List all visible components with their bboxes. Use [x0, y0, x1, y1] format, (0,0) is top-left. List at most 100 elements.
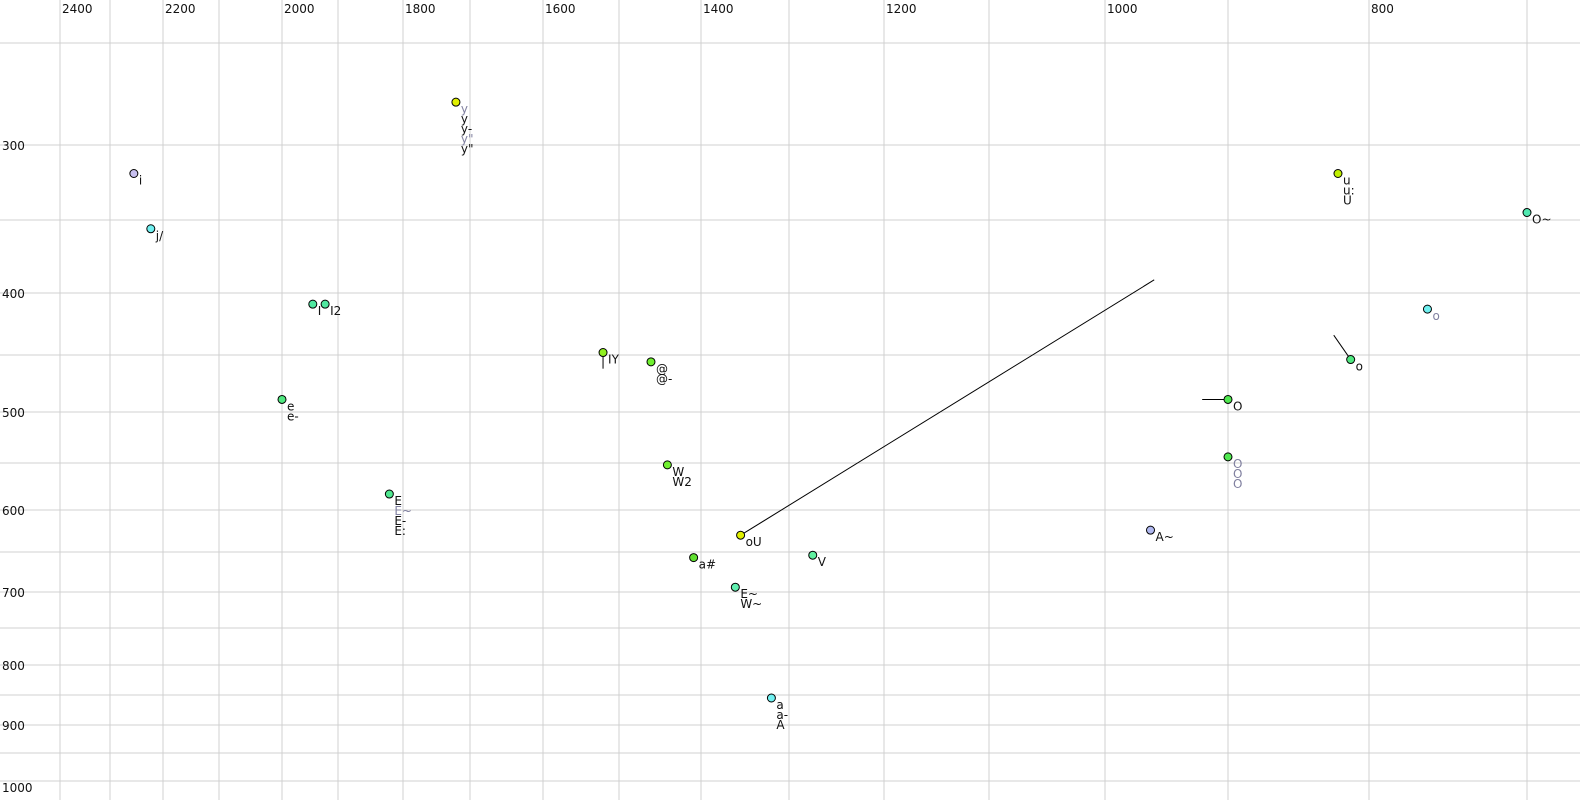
- vowel-point-group: V: [808, 550, 827, 569]
- vowel-label: O: [1233, 457, 1242, 471]
- vowel-point-group: o: [1333, 334, 1363, 374]
- vowel-label: E:: [394, 524, 406, 538]
- y-tick-label: 300: [2, 139, 25, 153]
- vowel-point-group: ee-: [277, 394, 299, 423]
- vowel-label: o: [1432, 309, 1439, 323]
- x-tick-label: 2200: [165, 2, 196, 16]
- vowel-label: I: [318, 304, 322, 318]
- vowel-point-group: a#: [689, 553, 716, 572]
- vowel-label: W2: [672, 475, 692, 489]
- vowel-marker: [451, 97, 461, 107]
- y-tick-label: 800: [2, 659, 25, 673]
- vowel-point-group: OOO: [1223, 452, 1242, 491]
- vowel-point-group: O~: [1522, 208, 1552, 227]
- vowel-marker: [1422, 304, 1432, 314]
- vowel-label: O: [1233, 399, 1242, 413]
- vowel-label: a#: [699, 558, 716, 572]
- vowel-label: IY: [608, 353, 620, 367]
- vowel-label: i: [139, 174, 142, 188]
- vowel-point-group: aa-A: [766, 693, 788, 732]
- vowel-label: u: [1343, 174, 1351, 188]
- vowel-label: W: [672, 465, 684, 479]
- vowel-marker: [308, 299, 318, 309]
- vowel-marker: [598, 348, 608, 358]
- y-tick-label: 600: [2, 504, 25, 518]
- vowel-label: U: [1343, 194, 1352, 208]
- vowel-label: E~: [740, 587, 758, 601]
- x-tick-label: 2400: [62, 2, 93, 16]
- vowel-marker: [320, 299, 330, 309]
- vowel-label: V: [818, 555, 827, 569]
- vowel-point-group: @@-: [646, 357, 672, 386]
- vowel-label: W~: [740, 597, 762, 611]
- y-tick-label: 1000: [2, 781, 33, 795]
- vowel-marker: [146, 224, 156, 234]
- vowel-marker: [730, 582, 740, 592]
- vowel-point-group: E~W~: [730, 582, 762, 611]
- vowel-label: y: [461, 112, 468, 126]
- vowel-label: A: [776, 718, 785, 732]
- vowel-point-group: oU: [736, 279, 1155, 549]
- vowel-point-group: A~: [1146, 525, 1174, 544]
- vowel-label: O: [1233, 477, 1242, 491]
- formant-trajectory: [1333, 334, 1352, 360]
- y-tick-label: 400: [2, 287, 25, 301]
- vowel-marker: [1333, 169, 1343, 178]
- vowel-label: E-: [394, 514, 406, 528]
- vowel-label: y: [461, 102, 468, 116]
- vowel-marker: [277, 394, 287, 404]
- x-tick-label: 1800: [405, 2, 436, 16]
- vowel-marker: [736, 530, 746, 540]
- vowel-marker: [646, 357, 656, 367]
- x-tick-label: 1200: [886, 2, 917, 16]
- vowel-point-group: I: [308, 299, 322, 318]
- vowel-marker: [1522, 208, 1532, 217]
- vowel-point-group: I2: [320, 299, 341, 318]
- vowel-label: E~: [394, 504, 412, 518]
- vowel-label: e-: [287, 409, 299, 423]
- x-tick-label: 2000: [284, 2, 315, 16]
- vowel-label: oU: [746, 535, 762, 549]
- vowel-label: O~: [1532, 213, 1552, 227]
- vowel-point-group: IY: [598, 348, 620, 369]
- x-tick-label: 1400: [703, 2, 734, 16]
- vowel-marker: [1223, 452, 1233, 462]
- vowel-label: E: [394, 494, 402, 508]
- vowel-label: y": [461, 132, 474, 146]
- vowel-marker: [384, 489, 394, 499]
- vowel-point-group: EE~E-E:: [384, 489, 412, 538]
- x-tick-label: 800: [1371, 2, 1394, 16]
- vowel-marker: [689, 553, 699, 563]
- vowel-point-group: o: [1422, 304, 1440, 323]
- y-tick-label: 500: [2, 406, 25, 420]
- x-tick-label: 1000: [1107, 2, 1138, 16]
- vowel-label: u:: [1343, 184, 1355, 198]
- vowel-label: y": [461, 142, 474, 156]
- vowel-label: o: [1356, 360, 1363, 374]
- vowel-marker: [766, 693, 776, 703]
- vowel-marker: [662, 460, 672, 470]
- vowel-point-group: j/: [146, 224, 164, 243]
- y-tick-label: 900: [2, 719, 25, 733]
- vowel-point-group: i: [129, 169, 142, 188]
- vowel-label: y-: [461, 122, 472, 136]
- x-tick-label: 1600: [545, 2, 576, 16]
- vowel-point-group: yyy-y"y": [451, 97, 474, 156]
- vowel-label: a: [776, 698, 783, 712]
- vowel-label: a-: [776, 708, 788, 722]
- vowel-point-group: uu:U: [1333, 169, 1355, 208]
- formant-trajectory: [740, 279, 1155, 536]
- vowel-label: O: [1233, 467, 1242, 481]
- vowel-marker: [1146, 525, 1156, 535]
- vowel-marker: [1346, 355, 1356, 365]
- vowel-point-group: O: [1202, 394, 1242, 413]
- vowel-marker: [1223, 394, 1233, 404]
- vowel-marker: [808, 550, 818, 560]
- vowel-label: I2: [330, 304, 341, 318]
- vowel-marker: [129, 169, 139, 178]
- vowel-label: e: [287, 399, 294, 413]
- vowel-label: A~: [1156, 530, 1174, 544]
- vowel-point-group: WW2: [662, 460, 692, 489]
